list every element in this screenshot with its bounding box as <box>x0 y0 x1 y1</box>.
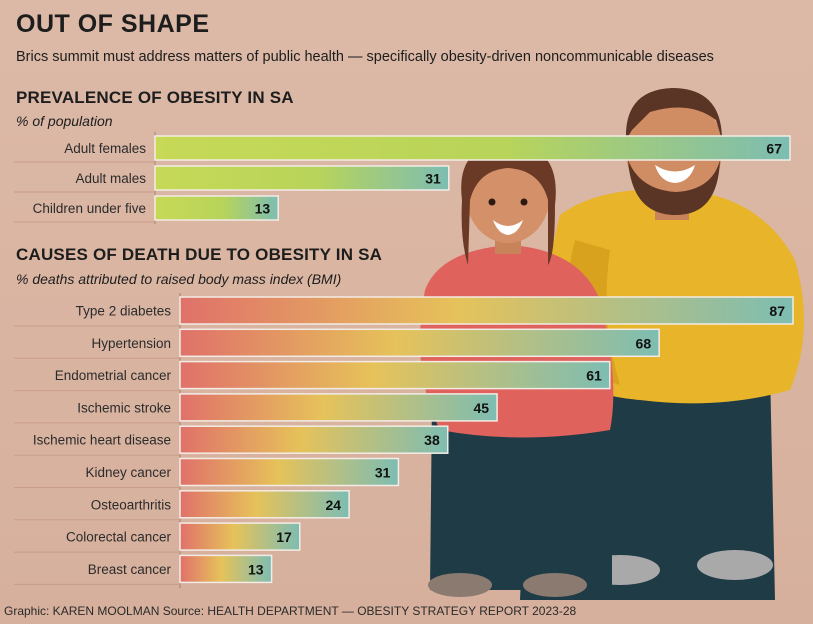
bar <box>179 296 794 325</box>
category-label: Breast cancer <box>88 562 172 577</box>
page-subtitle: Brics summit must address matters of pub… <box>16 49 714 65</box>
bar-value-label: 13 <box>255 201 271 217</box>
bar-value-label: 67 <box>766 141 782 157</box>
chart-2-title: CAUSES OF DEATH DUE TO OBESITY IN SA <box>16 245 383 264</box>
bar-value-label: 13 <box>248 561 264 577</box>
bar <box>179 393 498 422</box>
category-label: Endometrial cancer <box>55 368 172 383</box>
bar-value-label: 87 <box>769 303 785 319</box>
category-label: Ischemic stroke <box>77 400 171 415</box>
bar <box>179 425 449 454</box>
category-label: Osteoarthritis <box>91 497 172 512</box>
bar <box>179 554 273 584</box>
chart-2-subtitle: % deaths attributed to raised body mass … <box>16 271 342 287</box>
category-label: Children under five <box>33 201 146 216</box>
bar <box>179 457 400 487</box>
bar-value-label: 61 <box>586 368 602 384</box>
bar-value-label: 38 <box>424 432 440 448</box>
bar <box>154 195 279 221</box>
bar-value-label: 17 <box>276 529 292 545</box>
bar <box>179 328 660 358</box>
bar <box>179 490 350 519</box>
bar <box>179 360 611 390</box>
bar-value-label: 31 <box>425 171 441 187</box>
chart-1-title: PREVALENCE OF OBESITY IN SA <box>16 88 294 107</box>
chart-1-subtitle: % of population <box>16 113 113 129</box>
bar-value-label: 31 <box>375 465 391 481</box>
bar-value-label: 45 <box>473 400 489 416</box>
category-label: Hypertension <box>91 336 171 351</box>
category-label: Type 2 diabetes <box>76 304 172 319</box>
category-label: Adult females <box>64 141 146 156</box>
category-label: Adult males <box>75 171 146 186</box>
category-label: Kidney cancer <box>85 465 171 480</box>
category-label: Colorectal cancer <box>66 530 172 545</box>
bar <box>154 165 450 191</box>
bar-value-label: 68 <box>636 335 652 351</box>
bar <box>154 135 791 161</box>
bar-value-label: 24 <box>326 497 342 513</box>
category-label: Ischemic heart disease <box>33 433 171 448</box>
bar <box>179 522 301 551</box>
page-title: OUT OF SHAPE <box>16 10 210 38</box>
footer-credit: Graphic: KAREN MOOLMAN Source: HEALTH DE… <box>4 604 577 618</box>
